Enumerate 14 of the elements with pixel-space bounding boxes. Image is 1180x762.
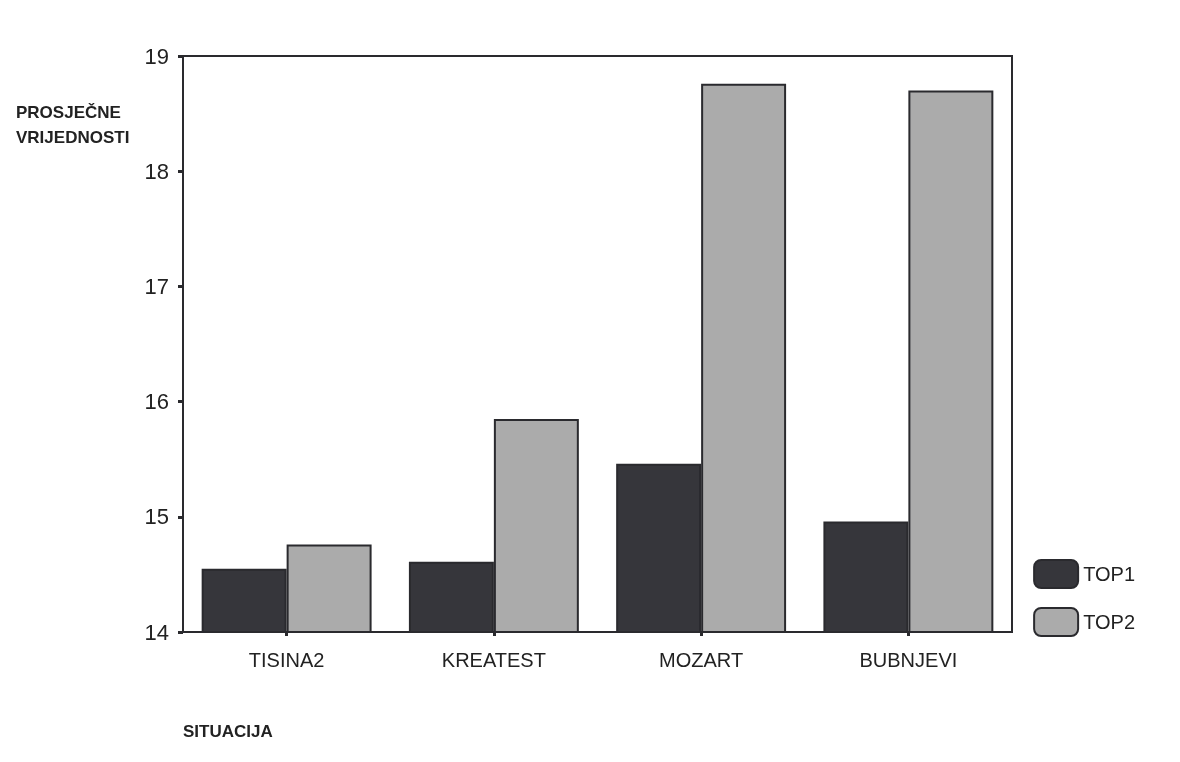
y-tick-label: 19 bbox=[144, 43, 169, 69]
x-tick-label: KREATEST bbox=[441, 649, 546, 671]
x-tick-label: BUBNJEVI bbox=[859, 649, 958, 671]
x-tick-label: TISINA2 bbox=[248, 649, 325, 671]
y-tick-label: 18 bbox=[144, 158, 169, 184]
y-tick-label: 14 bbox=[144, 619, 169, 645]
y-tick-label: 16 bbox=[144, 389, 169, 415]
x-tick-label: MOZART bbox=[659, 649, 744, 671]
y-tick-label: 17 bbox=[144, 273, 169, 299]
legend-label: TOP1 bbox=[1083, 563, 1135, 585]
y-tick-label: 15 bbox=[144, 504, 169, 530]
legend-label: TOP2 bbox=[1083, 611, 1135, 633]
y-axis-title: PROSJEČNE VRIJEDNOSTI bbox=[16, 103, 130, 147]
x-axis-title: SITUACIJA bbox=[183, 722, 273, 741]
